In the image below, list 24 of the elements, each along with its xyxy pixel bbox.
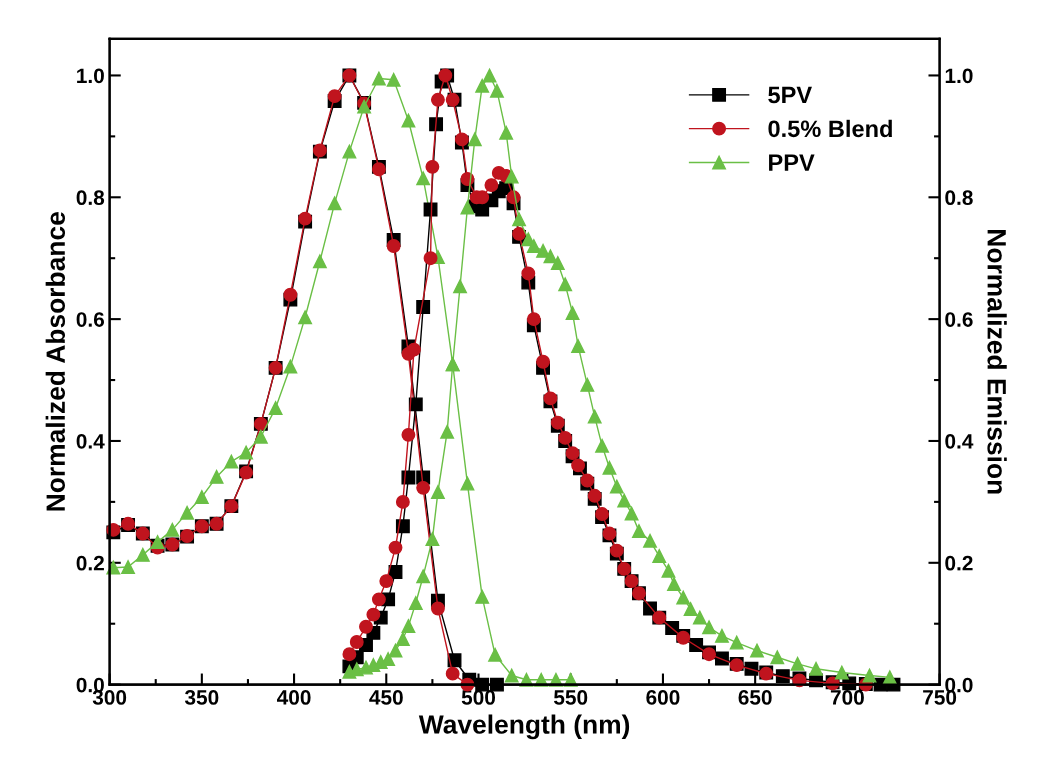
x-tick-label: 450 [369,690,403,705]
legend-label: 0.5% Blend [768,119,892,138]
x-tick-label: 650 [738,690,772,705]
x-tick-label: 400 [277,690,311,705]
y2-tick-label: 0.4 [945,433,974,449]
x-tick-label: 350 [184,690,219,705]
y-tick-label: 0.2 [76,555,104,571]
y-tick-label: 0.6 [76,312,105,327]
x-tick-label: 700 [830,690,864,705]
x-tick-label: 550 [553,690,588,705]
legend-label: PPV [769,154,815,171]
y-tick-label: 1.0 [77,68,104,84]
y2-tick-label: 0.8 [945,190,973,206]
x-axis-title: Wavelength (nm) [418,714,630,740]
y-tick-label: 0.8 [76,190,105,206]
y2-tick-label: 1.0 [945,68,973,84]
y2-axis-title: Normalized Emission [987,230,1007,494]
y2-tick-label: 0.6 [945,312,973,327]
legend-label: 5PV [768,86,812,104]
y2-tick-label: 0.2 [945,555,973,571]
x-tick-label: 500 [461,690,496,705]
x-tick-label: 600 [646,690,680,705]
y-tick-label: 0.4 [76,433,105,449]
y-axis-title: Normalized Absorbance [45,212,66,511]
